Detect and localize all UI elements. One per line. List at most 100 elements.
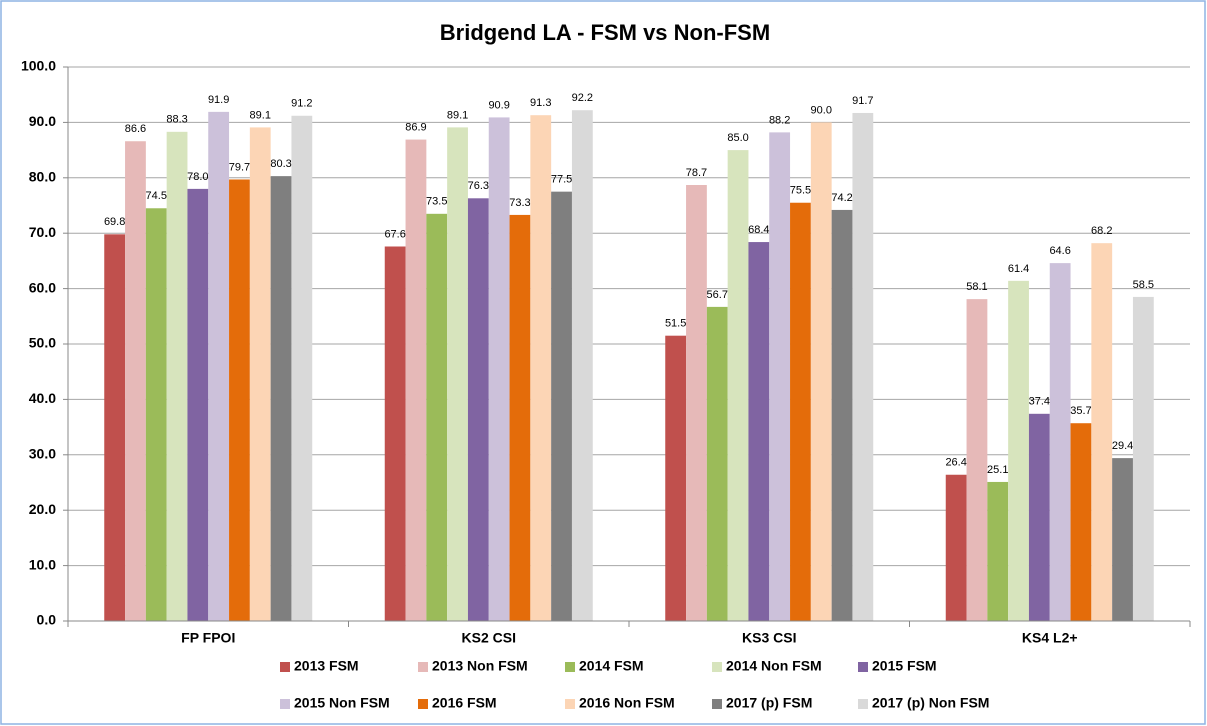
legend-label: 2014 Non FSM <box>726 658 822 674</box>
legend-swatch <box>858 662 868 672</box>
data-label: 58.1 <box>966 281 987 293</box>
legend-label: 2015 Non FSM <box>294 695 390 711</box>
bar <box>727 150 749 621</box>
y-tick-label: 100.0 <box>21 58 56 74</box>
bar <box>488 117 510 621</box>
bar <box>987 481 1009 621</box>
legend-swatch <box>712 699 722 709</box>
data-label: 89.1 <box>250 109 271 121</box>
data-label: 85.0 <box>727 132 748 144</box>
data-label: 91.3 <box>530 97 551 109</box>
data-label: 79.7 <box>229 161 250 173</box>
legend-swatch <box>565 699 575 709</box>
legend-swatch <box>565 662 575 672</box>
legend-swatch <box>418 699 428 709</box>
chart-title: Bridgend LA - FSM vs Non-FSM <box>440 20 770 45</box>
legend-swatch <box>712 662 722 672</box>
data-label: 77.5 <box>551 174 572 186</box>
data-label: 75.5 <box>790 185 811 197</box>
x-tick-label: KS4 L2+ <box>1022 630 1078 646</box>
y-tick-label: 30.0 <box>29 446 56 462</box>
data-label: 68.4 <box>748 224 769 236</box>
data-label: 35.7 <box>1070 405 1091 417</box>
data-label: 58.5 <box>1133 279 1154 291</box>
bar <box>748 242 770 621</box>
bar <box>405 139 427 621</box>
bar <box>530 115 552 621</box>
bar <box>467 198 489 621</box>
data-label: 25.1 <box>987 464 1008 476</box>
bar <box>166 131 188 621</box>
data-label: 89.1 <box>447 109 468 121</box>
bar <box>1028 413 1050 621</box>
y-tick-label: 90.0 <box>29 113 56 129</box>
bar <box>706 306 728 621</box>
data-label: 86.6 <box>125 123 146 135</box>
data-label: 76.3 <box>468 180 489 192</box>
bar <box>384 246 406 621</box>
y-tick-label: 80.0 <box>29 169 56 185</box>
data-label: 88.2 <box>769 114 790 126</box>
bar <box>249 127 271 622</box>
bar <box>852 112 874 622</box>
bar <box>104 234 126 622</box>
data-label: 90.9 <box>488 99 509 111</box>
bar <box>571 110 593 621</box>
bar <box>1132 296 1154 621</box>
data-label: 86.9 <box>405 121 426 133</box>
data-label: 91.7 <box>852 95 873 107</box>
legend-label: 2017 (p) FSM <box>726 695 812 711</box>
y-tick-label: 40.0 <box>29 390 56 406</box>
y-tick-label: 70.0 <box>29 224 56 240</box>
y-tick-label: 60.0 <box>29 279 56 295</box>
data-label: 69.8 <box>104 216 125 228</box>
data-label: 29.4 <box>1112 440 1133 452</box>
bar <box>291 115 313 621</box>
legend-label: 2015 FSM <box>872 658 937 674</box>
x-tick-label: FP FPOI <box>181 630 235 646</box>
legend-label: 2013 FSM <box>294 658 359 674</box>
legend-label: 2013 Non FSM <box>432 658 528 674</box>
y-tick-label: 20.0 <box>29 501 56 517</box>
bar <box>1070 423 1092 621</box>
data-label: 78.7 <box>686 167 707 179</box>
legend-label: 2016 Non FSM <box>579 695 675 711</box>
bar <box>966 299 988 621</box>
data-label: 92.2 <box>572 92 593 104</box>
bar <box>1008 280 1029 621</box>
bar <box>125 141 146 621</box>
data-label: 90.0 <box>811 104 832 116</box>
legend-swatch <box>858 699 868 709</box>
bar <box>1091 243 1113 621</box>
x-tick-label: KS3 CSI <box>742 630 796 646</box>
data-label: 68.2 <box>1091 225 1112 237</box>
bar <box>145 208 167 621</box>
bar <box>426 213 448 621</box>
bar <box>229 179 250 621</box>
data-label: 88.3 <box>166 114 187 126</box>
bar <box>665 335 687 621</box>
data-label: 73.5 <box>426 196 447 208</box>
data-label: 91.2 <box>291 98 312 110</box>
legend-swatch <box>418 662 428 672</box>
legend-swatch <box>280 699 290 709</box>
data-label: 56.7 <box>707 289 728 301</box>
bar <box>1049 263 1071 621</box>
legend-swatch <box>280 662 290 672</box>
bar <box>187 188 209 621</box>
bar <box>686 185 707 621</box>
y-tick-label: 10.0 <box>29 556 56 572</box>
data-label: 74.5 <box>146 190 167 202</box>
data-label: 73.3 <box>509 197 530 209</box>
data-label: 74.2 <box>831 192 852 204</box>
bar <box>945 474 967 621</box>
data-label: 37.4 <box>1029 396 1050 408</box>
bar <box>270 176 292 621</box>
bar <box>790 202 811 622</box>
data-label: 80.3 <box>270 158 291 170</box>
data-label: 61.4 <box>1008 263 1029 275</box>
bar <box>769 132 791 621</box>
bar <box>208 111 230 622</box>
legend-label: 2014 FSM <box>579 658 644 674</box>
